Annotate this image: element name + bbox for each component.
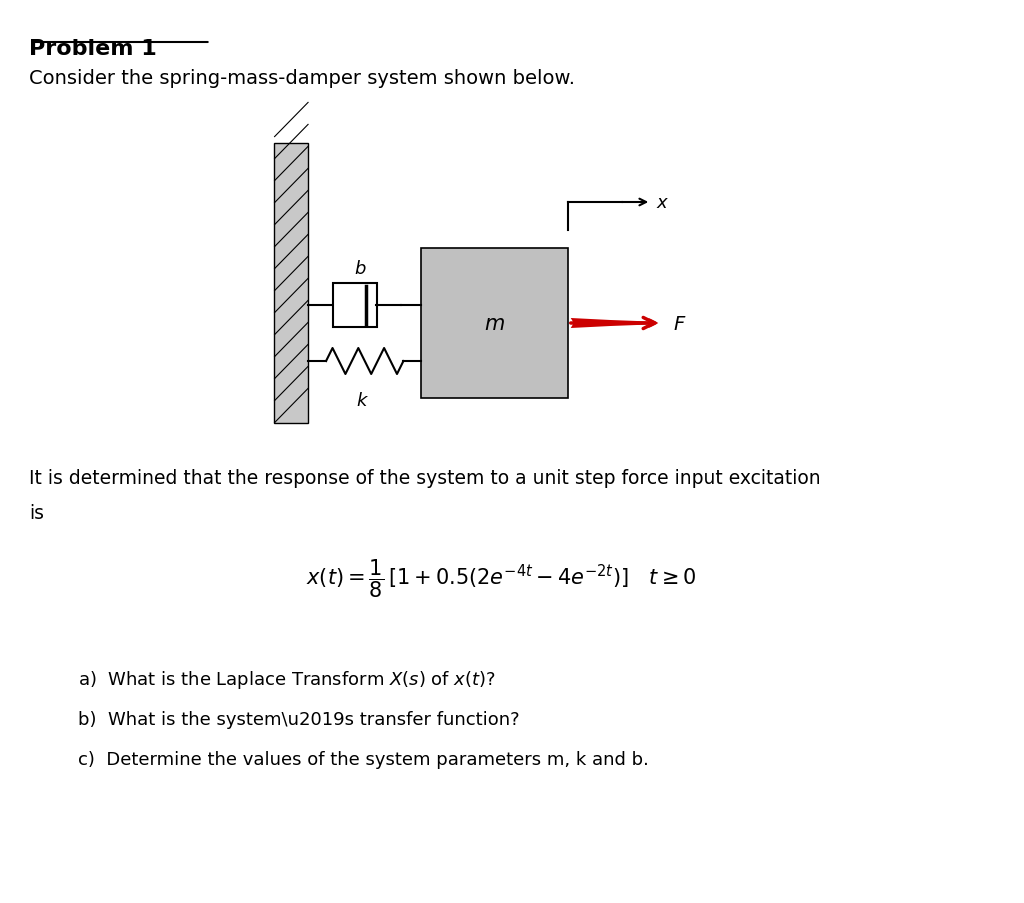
Bar [421,248,568,398]
Text: b)  What is the system\u2019s transfer function?: b) What is the system\u2019s transfer fu… [79,711,520,728]
Bar [274,144,308,424]
Text: $b$: $b$ [353,260,367,278]
Text: $F$: $F$ [673,314,686,333]
Text: $m$: $m$ [484,313,505,333]
Text: Problem 1: Problem 1 [30,39,157,59]
Text: $x$: $x$ [656,194,670,212]
Text: is: is [30,504,44,523]
Text: $k$: $k$ [356,392,370,410]
Text: Consider the spring-mass-damper system shown below.: Consider the spring-mass-damper system s… [30,69,575,88]
Text: a)  What is the Laplace Transform $X(s)$ of $x(t)$?: a) What is the Laplace Transform $X(s)$ … [79,668,497,690]
Bar [333,284,378,328]
Text: It is determined that the response of the system to a unit step force input exci: It is determined that the response of th… [30,469,821,488]
Text: c)  Determine the values of the system parameters m, k and b.: c) Determine the values of the system pa… [79,750,649,768]
Text: $x(t) = \dfrac{1}{8}\,[1 + 0.5(2e^{-4t} - 4e^{-2t})]\quad t \geq 0$: $x(t) = \dfrac{1}{8}\,[1 + 0.5(2e^{-4t} … [306,557,696,600]
